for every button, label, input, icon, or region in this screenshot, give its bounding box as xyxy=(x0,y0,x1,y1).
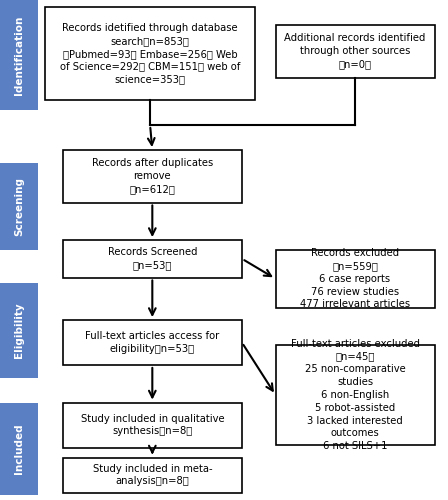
Text: Records excluded
（n=559）
6 case reports
76 review studies
477 irrelevant article: Records excluded （n=559） 6 case reports … xyxy=(300,248,410,310)
FancyBboxPatch shape xyxy=(63,150,242,203)
FancyBboxPatch shape xyxy=(63,320,242,365)
Text: Included: Included xyxy=(14,424,24,474)
Text: Full-text articles excluded
（n=45）
25 non-comparative
studies
6 non-English
5 ro: Full-text articles excluded （n=45） 25 no… xyxy=(291,339,419,451)
Text: Records idetified through database
search（n=853）
（Pubmed=93， Embase=256， Web
of : Records idetified through database searc… xyxy=(60,23,240,84)
Text: Identification: Identification xyxy=(14,16,24,94)
Text: Additional records identified
through other sources
（n=0）: Additional records identified through ot… xyxy=(284,34,426,69)
FancyBboxPatch shape xyxy=(0,402,38,495)
FancyBboxPatch shape xyxy=(0,162,38,250)
Text: Study included in qualitative
synthesis（n=8）: Study included in qualitative synthesis（… xyxy=(81,414,224,436)
FancyBboxPatch shape xyxy=(63,402,242,448)
Text: Records Screened
（n=53）: Records Screened （n=53） xyxy=(108,248,197,270)
Text: Records after duplicates
remove
（n=612）: Records after duplicates remove （n=612） xyxy=(92,158,213,194)
FancyBboxPatch shape xyxy=(63,458,242,492)
Text: Study included in meta-
analysis（n=8）: Study included in meta- analysis（n=8） xyxy=(92,464,212,486)
FancyBboxPatch shape xyxy=(276,250,435,308)
Text: Eligibility: Eligibility xyxy=(14,302,24,358)
Text: Screening: Screening xyxy=(14,177,24,236)
FancyBboxPatch shape xyxy=(0,0,38,110)
FancyBboxPatch shape xyxy=(45,8,255,100)
FancyBboxPatch shape xyxy=(276,25,435,78)
FancyBboxPatch shape xyxy=(63,240,242,278)
Text: Full-text articles access for
eligibility（n=53）: Full-text articles access for eligibilit… xyxy=(85,331,220,354)
FancyBboxPatch shape xyxy=(0,282,38,378)
FancyBboxPatch shape xyxy=(276,345,435,445)
